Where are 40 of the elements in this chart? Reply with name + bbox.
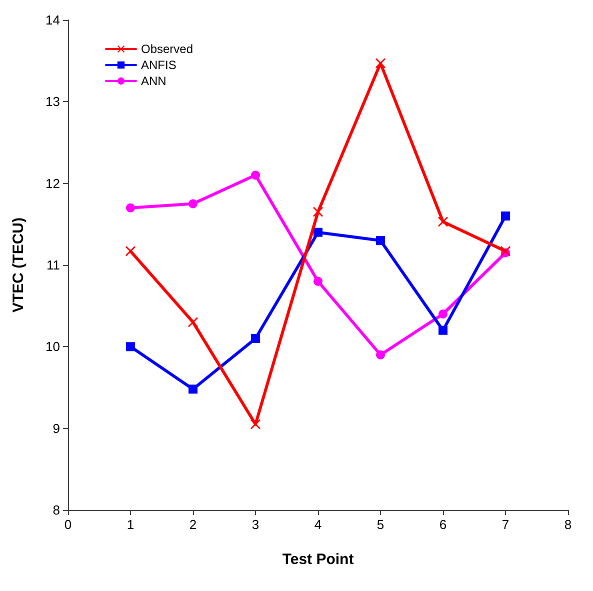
x-tick-label: 4 — [314, 517, 322, 532]
point — [251, 334, 260, 343]
x-tick-label: 1 — [126, 517, 134, 532]
y-tick-label: 12 — [46, 176, 60, 191]
point — [314, 276, 322, 286]
legend-label: Observed — [141, 42, 194, 56]
point — [126, 246, 136, 256]
y-tick-label: 14 — [46, 12, 60, 28]
x-tick-label: 8 — [564, 517, 572, 532]
point — [126, 203, 135, 212]
point — [188, 199, 198, 208]
point — [250, 419, 260, 430]
y-tick-label: 11 — [46, 258, 60, 272]
y-tick-label: 13 — [46, 94, 60, 110]
x-tick-label: 6 — [439, 517, 447, 532]
point — [438, 216, 448, 227]
y-axis-title: VTEC (TECU) — [10, 218, 27, 312]
x-tick-label: 5 — [376, 517, 384, 532]
legend-label: ANFIS — [141, 58, 176, 72]
x-tick-label: 7 — [502, 517, 510, 532]
point — [126, 342, 135, 352]
point — [313, 206, 323, 217]
point — [438, 310, 448, 318]
x-axis-title: Test Point — [282, 551, 354, 568]
y-tick-label: 9 — [52, 420, 60, 436]
x-tick-label: 2 — [189, 517, 197, 532]
point — [251, 170, 260, 180]
point — [501, 212, 510, 220]
y-tick-label: 8 — [52, 502, 60, 518]
point — [188, 317, 198, 328]
point — [188, 384, 198, 394]
y-tick-label: 10 — [46, 339, 60, 354]
point — [376, 236, 385, 245]
point — [376, 350, 385, 360]
point — [438, 326, 448, 335]
x-tick-label: 0 — [64, 517, 72, 532]
point — [376, 58, 386, 68]
point — [314, 228, 322, 237]
x-tick-label: 3 — [252, 517, 260, 532]
legend-label: ANN — [141, 74, 166, 88]
